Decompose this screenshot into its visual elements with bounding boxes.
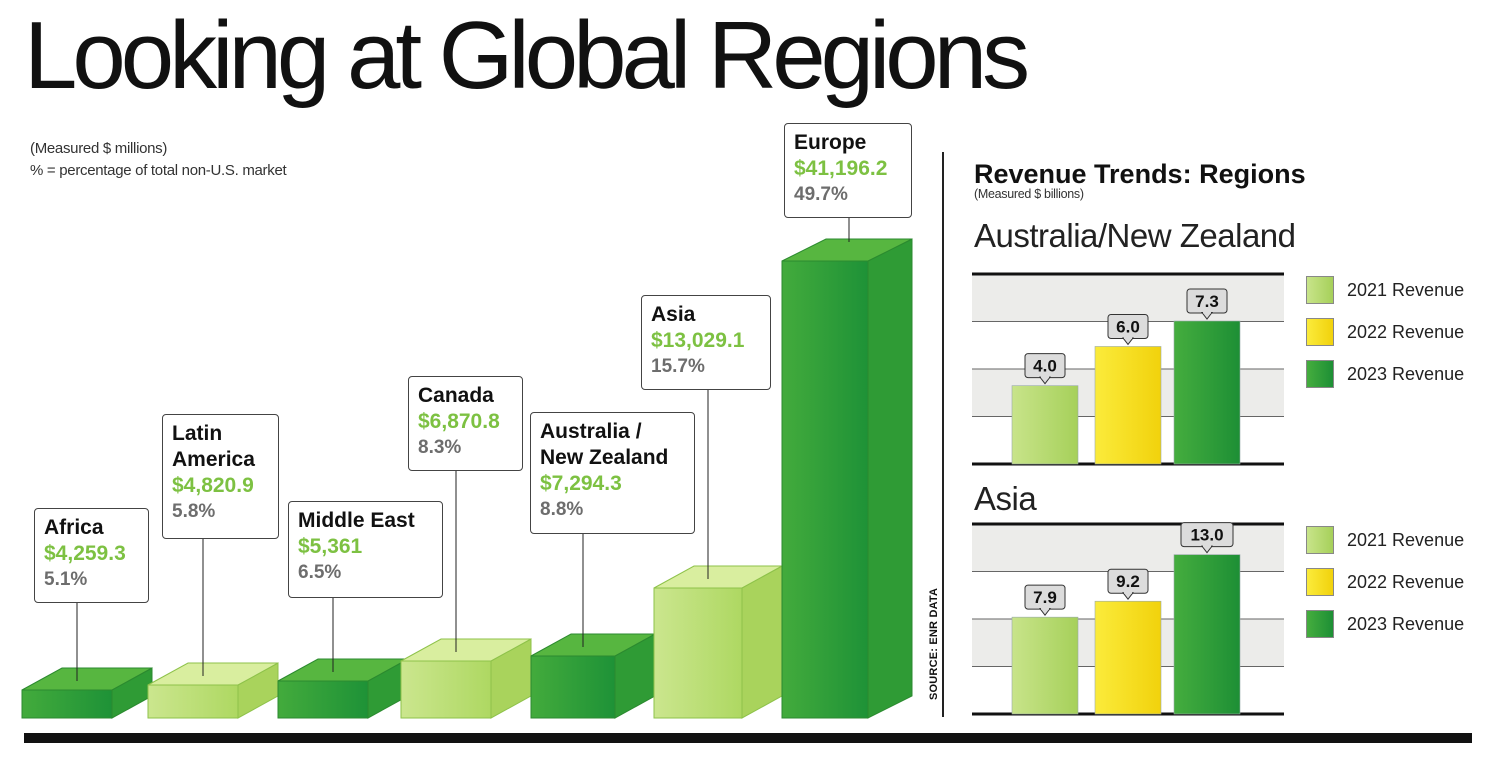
bar-top-latin-america (147, 662, 279, 686)
divider-line (942, 152, 944, 717)
callout-amount: $6,870.8 (418, 410, 500, 433)
asia-value-label: 13.0 (1190, 526, 1223, 545)
asia-legend-item-2023-revenue: 2023 Revenue (1306, 610, 1476, 640)
bar-front-europe (781, 260, 869, 719)
side-subtitle: (Measured $ billions) (974, 187, 1084, 201)
bar-front-middle-east (277, 680, 369, 719)
callout-region-name: Middle East (298, 509, 415, 532)
anz-bar-2021-revenue (1011, 385, 1079, 465)
units-note: (Measured $ millions) (30, 140, 168, 157)
anz-legend-swatch (1306, 360, 1334, 388)
asia-revenue-chart: 7.9 9.2 13.0 (972, 522, 1284, 716)
bar-top-africa (21, 667, 153, 691)
callout-amount: $4,820.9 (172, 474, 254, 497)
bar-top-canada (400, 638, 532, 662)
callout-middle-east: Middle East $5,361 6.5% (288, 501, 443, 598)
callout-region-name: Australia / (540, 420, 642, 443)
bar-front-africa (21, 689, 113, 719)
bar-top-europe (781, 238, 913, 262)
asia-legend-item-2022-revenue: 2022 Revenue (1306, 568, 1476, 598)
callout-region-name: America (172, 448, 255, 471)
anz-revenue-chart: 4.0 6.0 7.3 (972, 272, 1284, 466)
asia-legend-swatch (1306, 610, 1334, 638)
asia-legend-label: 2023 Revenue (1347, 614, 1465, 634)
anz-panel-title: Australia/New Zealand (974, 217, 1296, 254)
bar-side-europe (867, 238, 913, 719)
callout-amount: $5,361 (298, 535, 363, 558)
anz-legend-label: 2023 Revenue (1347, 364, 1465, 384)
asia-legend-label: 2022 Revenue (1347, 572, 1465, 592)
callout-region-name: Europe (794, 131, 867, 154)
callout-europe: Europe $41,196.2 49.7% (784, 123, 912, 218)
callout-region-name: Asia (651, 303, 696, 326)
callout-share: 8.3% (418, 437, 462, 458)
bar-front-asia (653, 587, 743, 719)
asia-value-label: 9.2 (1116, 572, 1140, 591)
callout-share: 6.5% (298, 562, 342, 583)
callout-region-name: Africa (44, 516, 104, 539)
callout-share: 8.8% (540, 499, 584, 520)
bar-front-canada (400, 660, 492, 719)
callout-region-name: New Zealand (540, 446, 669, 469)
bottom-rule (24, 733, 1472, 743)
asia-bar-2023-revenue (1173, 554, 1241, 715)
anz-legend-item-2022-revenue: 2022 Revenue (1306, 318, 1476, 348)
callout-africa: Africa $4,259.3 5.1% (34, 508, 149, 603)
anz-legend-label: 2021 Revenue (1347, 280, 1465, 300)
callout-share: 5.1% (44, 569, 88, 590)
anz-bar-2022-revenue (1094, 346, 1162, 465)
asia-bar-2022-revenue (1094, 600, 1162, 715)
callout-share: 49.7% (794, 184, 848, 205)
anz-bar-2023-revenue (1173, 320, 1241, 465)
callout-amount: $13,029.1 (651, 329, 745, 352)
source-note: SOURCE: ENR DATA (928, 587, 940, 700)
asia-bar-2021-revenue (1011, 616, 1079, 715)
callout-latin-america: Latin America $4,820.9 5.8% (162, 414, 279, 539)
anz-value-label: 7.3 (1195, 292, 1219, 311)
percent-note: % = percentage of total non-U.S. market (30, 162, 287, 179)
bar-side-asia (741, 565, 783, 719)
anz-legend-swatch (1306, 276, 1334, 304)
anz-value-label: 6.0 (1116, 317, 1140, 336)
callout-share: 5.8% (172, 501, 216, 522)
anz-band (972, 274, 1284, 322)
callout-share: 15.7% (651, 356, 705, 377)
asia-legend-item-2021-revenue: 2021 Revenue (1306, 526, 1476, 556)
bar-front-australia-new-zealand (530, 655, 616, 719)
side-title: Revenue Trends: Regions (974, 159, 1306, 189)
anz-legend-item-2021-revenue: 2021 Revenue (1306, 276, 1476, 306)
callout-amount: $4,259.3 (44, 542, 126, 565)
asia-panel-title: Asia (974, 480, 1037, 517)
asia-value-label: 7.9 (1033, 588, 1057, 607)
anz-legend-swatch (1306, 318, 1334, 346)
asia-legend-label: 2021 Revenue (1347, 530, 1465, 550)
regions-3d-bar-chart (21, 218, 913, 719)
callout-australia-new-zealand: Australia / New Zealand $7,294.3 8.8% (530, 412, 695, 534)
callout-canada: Canada $6,870.8 8.3% (408, 376, 523, 471)
asia-legend-swatch (1306, 526, 1334, 554)
callout-region-name: Latin (172, 422, 223, 445)
callout-amount: $7,294.3 (540, 472, 622, 495)
anz-legend-item-2023-revenue: 2023 Revenue (1306, 360, 1476, 390)
anz-value-label: 4.0 (1033, 357, 1057, 376)
bar-front-latin-america (147, 684, 239, 719)
asia-legend-swatch (1306, 568, 1334, 596)
callout-asia: Asia $13,029.1 15.7% (641, 295, 771, 390)
page-title: Looking at Global Regions (24, 2, 1030, 109)
callout-region-name: Canada (418, 384, 494, 407)
callout-amount: $41,196.2 (794, 157, 888, 180)
anz-legend-label: 2022 Revenue (1347, 322, 1465, 342)
